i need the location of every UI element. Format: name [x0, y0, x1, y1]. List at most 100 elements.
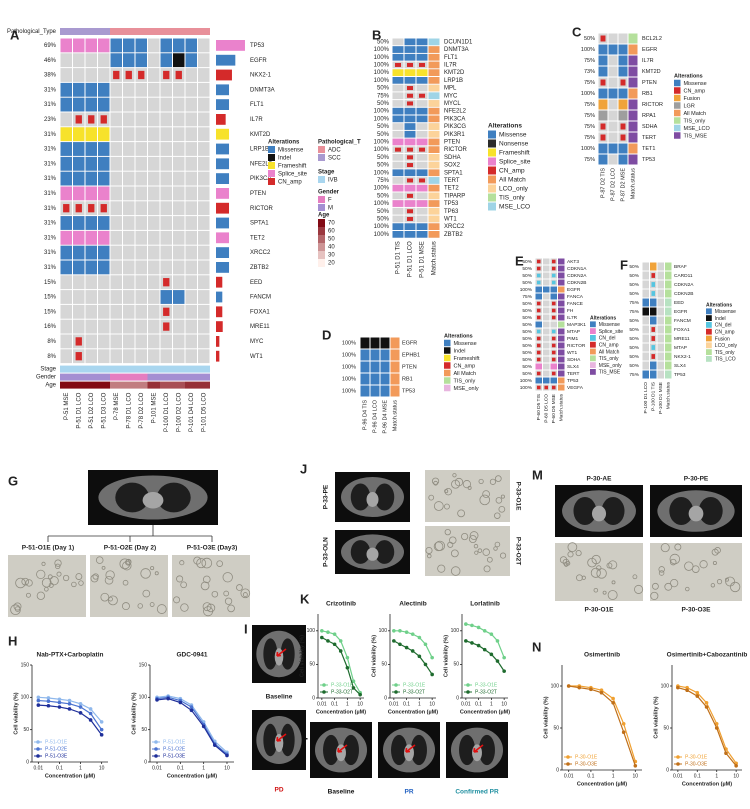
x-tick-label: 0.01 [317, 701, 327, 707]
cell-background [160, 260, 172, 275]
organoid [477, 548, 483, 553]
cell-background [110, 230, 122, 245]
legend-swatch [488, 193, 496, 202]
legend-label: 40 [328, 245, 335, 251]
alteration-cell [392, 231, 404, 238]
organoid [494, 541, 501, 548]
organoid [437, 564, 446, 573]
sample-label: P-51 MSE [64, 393, 70, 420]
cell-background [85, 349, 97, 364]
image-label: P-51-O2E (Day 2) [104, 545, 156, 552]
y-tick-label: 100 [379, 628, 388, 634]
frequency-label: 38% [44, 73, 57, 79]
cell-background [392, 123, 404, 130]
cell-background [198, 82, 210, 97]
ct-lung [374, 540, 395, 564]
ct-heart [366, 547, 379, 561]
cell-background [98, 68, 110, 82]
gene-label: BRAF [674, 264, 687, 270]
frequency-label: 69% [44, 43, 57, 49]
track-cell [110, 365, 123, 373]
track-cell [160, 381, 173, 389]
frequency-label: 50% [522, 336, 532, 342]
cell-background [198, 290, 210, 304]
alteration-cell [370, 373, 380, 385]
cell-background [85, 290, 97, 304]
y-tick-label: 0 [666, 767, 669, 773]
cell-background [173, 275, 185, 290]
ct-heart [688, 505, 704, 522]
frequency-label: 75% [584, 58, 595, 64]
y-tick-label: 50 [141, 727, 147, 733]
cell-background [148, 230, 160, 245]
organoid [650, 591, 659, 601]
legend-label: P-30-O1E [575, 754, 598, 760]
frequency-bar [216, 99, 230, 110]
x-tick-label: 0.01 [564, 773, 574, 779]
cell-background [657, 289, 664, 298]
gene-label: MTAP [674, 345, 687, 351]
alteration-cell [558, 307, 565, 314]
frequency-label: 31% [44, 176, 57, 182]
alteration-cell [428, 207, 440, 215]
cell-background [543, 307, 550, 314]
cell-background [642, 289, 649, 298]
organoid [104, 575, 114, 585]
alteration-cell [618, 143, 628, 154]
alteration-cell [390, 361, 400, 373]
data-point [155, 698, 159, 702]
legend-swatch [318, 251, 325, 259]
organoid [54, 559, 62, 567]
frequency-label: 75% [584, 135, 595, 141]
organoid [433, 480, 439, 486]
alteration-cell [642, 298, 649, 307]
x-tick-label: 0.1 [694, 773, 701, 779]
frequency-label: 31% [44, 250, 57, 256]
alteration-cell [536, 259, 541, 264]
gene-label: CDKN2B [674, 291, 693, 297]
alteration-cell [558, 300, 565, 307]
gene-label: WT1 [444, 217, 457, 223]
legend-swatch [706, 335, 712, 342]
gene-label: DCUN1D1 [444, 39, 473, 45]
frequency-label: 50% [522, 364, 532, 370]
alteration-cell [392, 138, 404, 146]
frequency-label: 50% [629, 264, 639, 270]
cell-background [185, 127, 197, 142]
cell-background [135, 82, 147, 97]
x-tick-label: 10 [357, 701, 363, 707]
alteration-cell [628, 154, 638, 165]
data-point [320, 635, 324, 640]
frequency-bar [216, 114, 226, 125]
alteration-cell [628, 88, 638, 99]
alteration-cell [416, 223, 428, 230]
sample-label: Match.status [559, 393, 565, 421]
data-point [36, 703, 41, 707]
organoid [196, 558, 207, 569]
cell-background [185, 171, 197, 186]
organoid [652, 582, 659, 590]
cell-background [416, 123, 428, 130]
cell-background [392, 84, 404, 92]
y-tick-label: 0 [26, 759, 29, 765]
organoid [428, 494, 435, 501]
alteration-cell [618, 44, 628, 55]
organoid [482, 548, 490, 556]
alteration-cell [123, 38, 135, 53]
cell-background [173, 245, 185, 260]
legend-swatch [488, 184, 496, 193]
frequency-label: 100% [342, 364, 356, 370]
legend-label: TIS_only [715, 350, 735, 356]
legend-label: 70 [328, 221, 335, 227]
frequency-label: 100% [374, 109, 390, 115]
alteration-cell [558, 293, 565, 300]
sample-label: P-51 D2 LCO [89, 392, 95, 428]
legend-title: Gender [318, 190, 340, 196]
gene-label: EGFR [674, 309, 688, 315]
cell-background [198, 142, 210, 156]
cell-background [110, 275, 122, 290]
gene-label: PTEN [402, 364, 417, 370]
chart-title: Lorlatinib [470, 601, 500, 608]
alteration-cell [394, 147, 402, 152]
